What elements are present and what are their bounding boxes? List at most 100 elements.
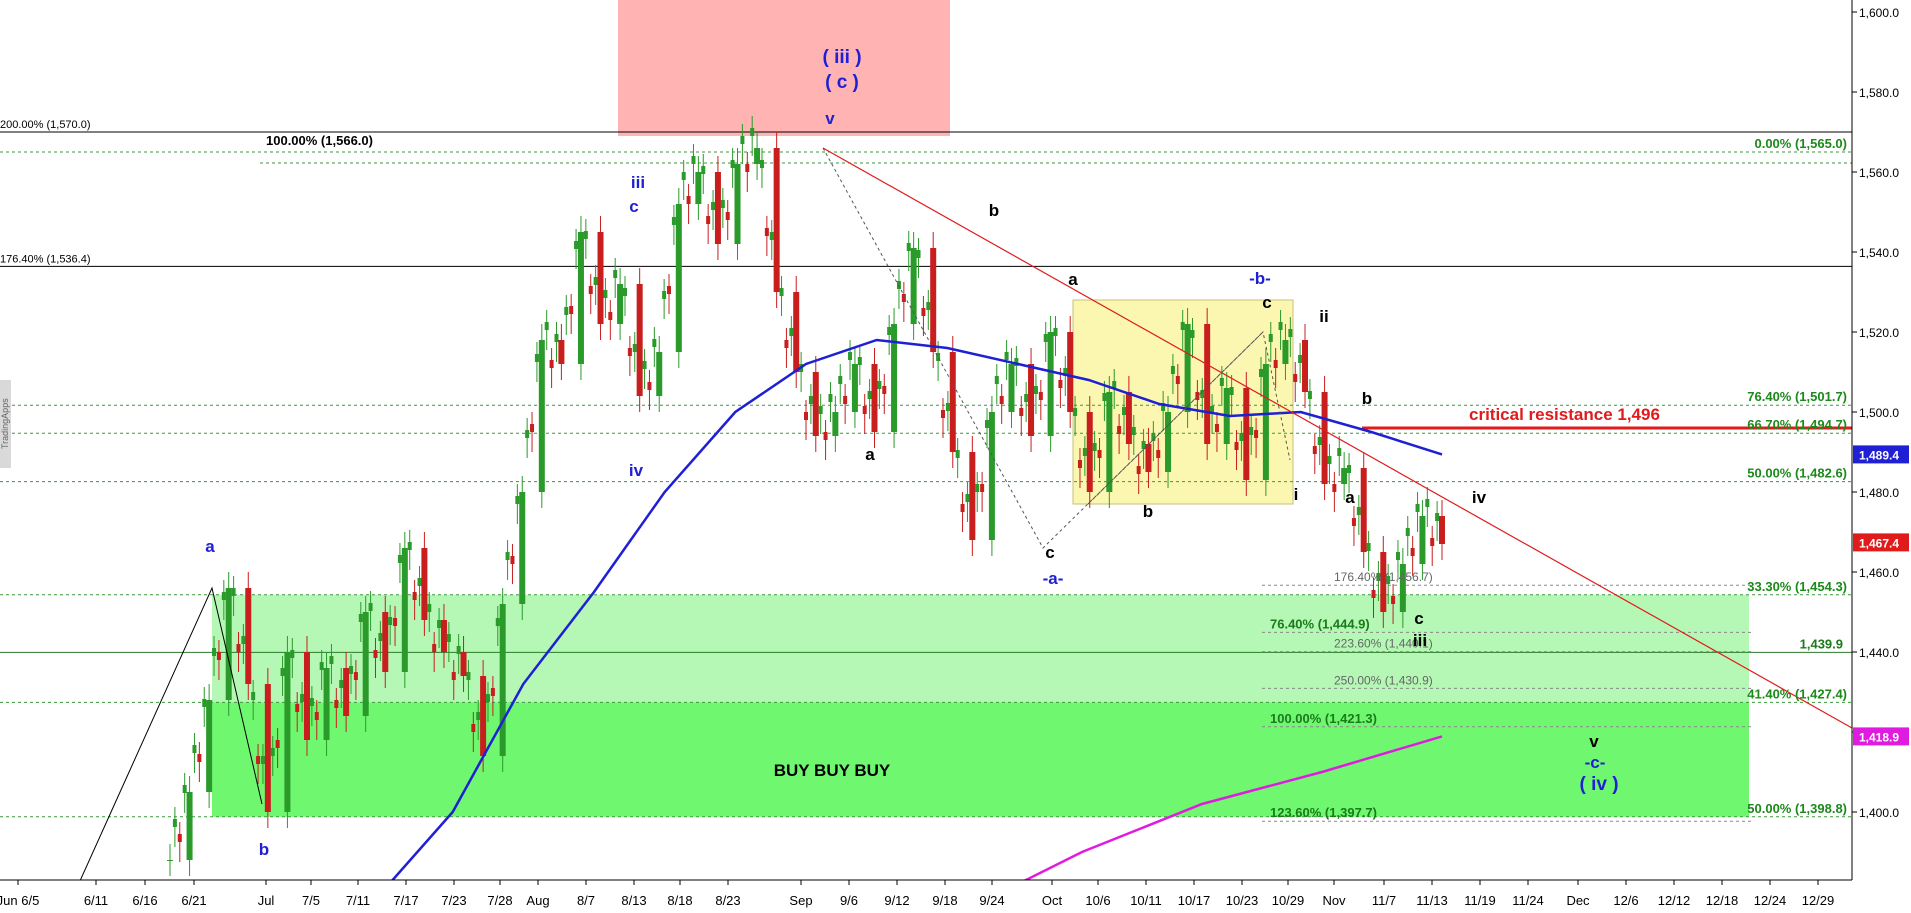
x-axis-tick-label: 7/28 (487, 893, 512, 908)
levels-layer (0, 131, 1852, 822)
candle-body (617, 284, 624, 324)
candle-body (701, 166, 706, 174)
x-axis-tick-label: 8/23 (715, 893, 740, 908)
candle-body (382, 612, 389, 672)
x-axis-tick-label: 9/6 (840, 893, 858, 908)
candle-body (407, 542, 412, 550)
y-axis-tick-label: 1,460.0 (1859, 566, 1899, 580)
candle-body (1239, 433, 1244, 441)
wave-label: c (629, 197, 638, 216)
candle-body (779, 288, 784, 296)
labels-layer: 0.00% (1,565.0) 76.40% (1,501.7) 66.70% (1… (0, 47, 1847, 859)
candle-body (887, 327, 892, 335)
target-zone-red (618, 0, 950, 136)
wave-label: b (259, 840, 269, 859)
projection-label: 123.60% (1,397.7) (1270, 805, 1377, 820)
x-axis-tick-label: 6/21 (181, 893, 206, 908)
candle-body (691, 156, 696, 164)
candle-body (378, 633, 383, 641)
projection-label: 100.00% (1,421.3) (1270, 711, 1377, 726)
wave-label: iii (631, 173, 645, 192)
candle-body (1435, 513, 1440, 521)
wave-label: -b- (1249, 269, 1271, 288)
fib-level-label: 50.00% (1,398.8) (1747, 801, 1847, 816)
candle-body (1321, 392, 1328, 484)
candle-body (1298, 355, 1303, 363)
candle-body (1347, 465, 1352, 473)
x-axis-tick-label: 12/18 (1706, 893, 1739, 908)
candle-body (373, 650, 378, 658)
candle-body (1214, 424, 1219, 432)
candle-body (828, 394, 833, 402)
candle-body (549, 360, 554, 368)
candle-body (1356, 507, 1361, 515)
candle-body (662, 291, 667, 299)
x-axis-tick-label: 12/29 (1802, 893, 1835, 908)
y-axis-tick-label: 1,440.0 (1859, 646, 1899, 660)
candle-body (930, 248, 937, 352)
candle-body (1419, 516, 1426, 564)
candle-body (554, 334, 559, 342)
x-axis-tick-label: 9/18 (932, 893, 957, 908)
candle-body (290, 650, 295, 658)
candle-body (1302, 340, 1309, 392)
candle-body (1106, 392, 1113, 492)
candle-body (349, 666, 354, 674)
candle-body (955, 450, 960, 458)
candle-body (192, 745, 197, 753)
candle-body (1317, 437, 1322, 445)
candle-body (1043, 334, 1048, 342)
candle-body (1063, 368, 1068, 376)
moving-average-blue (381, 338, 1443, 893)
candle-body (975, 484, 980, 492)
candle-body (236, 644, 241, 652)
candle-body (427, 604, 432, 612)
candle-body (652, 339, 657, 347)
candle-body (622, 288, 627, 296)
candle-body (495, 618, 500, 626)
candle-body (1366, 543, 1371, 551)
candle-body (480, 676, 487, 756)
candle-body (456, 646, 461, 654)
candle-body (642, 361, 647, 369)
candle-body (871, 364, 878, 432)
candle-body (1386, 576, 1391, 584)
price-badge (1853, 533, 1909, 552)
candle-body (544, 322, 549, 330)
candle-body (910, 248, 917, 324)
y-axis-tick-label: 1,600.0 (1859, 6, 1899, 20)
fib-level-label: 0.00% (1,565.0) (1754, 136, 1847, 151)
candle-body (1058, 380, 1063, 388)
x-axis-tick-label: 10/23 (1226, 893, 1259, 908)
candle-body (784, 340, 789, 348)
candle-body (994, 376, 999, 384)
candle-body (862, 406, 867, 414)
buy-zone-lower (212, 702, 1749, 817)
wave-label: iv (629, 461, 644, 480)
candle-body (1360, 468, 1367, 552)
y-axis-tick-label: 1,400.0 (1859, 806, 1899, 820)
candle-body (1008, 364, 1015, 412)
candle-body (1293, 374, 1298, 382)
candle-body (818, 406, 823, 414)
candle-body (1170, 366, 1175, 374)
candle-body (1053, 328, 1058, 336)
candle-body (241, 636, 246, 644)
candle-body (182, 785, 187, 793)
candle-body (358, 614, 363, 622)
wave-label: -a- (1043, 569, 1064, 588)
candle-body (949, 352, 956, 452)
candle-body (745, 164, 750, 172)
candle-body (1102, 393, 1107, 401)
x-axis-tick-label: 7/17 (393, 893, 418, 908)
projection-label: 223.60% (1,440.1) (1334, 637, 1433, 651)
candle-body (740, 136, 745, 144)
candle-body (1399, 564, 1406, 612)
candle-body (401, 548, 408, 672)
candle-body (295, 704, 300, 712)
x-axis-tick-label: 9/24 (979, 893, 1004, 908)
x-axis-tick-label: 12/12 (1658, 893, 1691, 908)
price-badge (1853, 727, 1909, 746)
candle-body (1067, 332, 1074, 412)
